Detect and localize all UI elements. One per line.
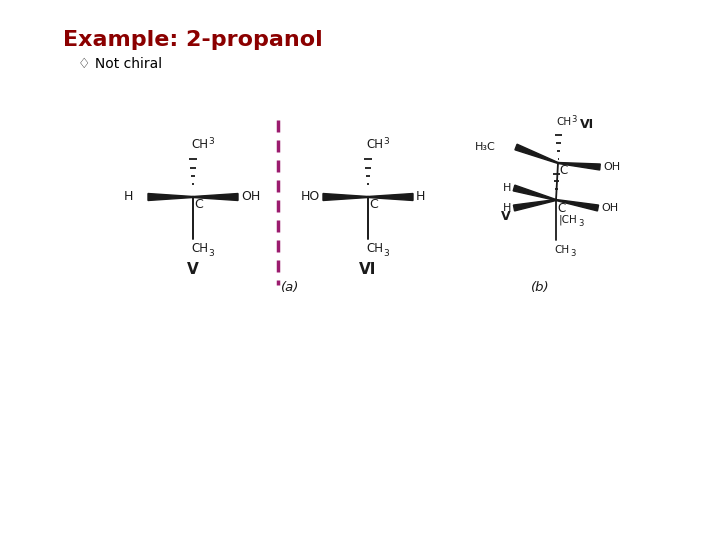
Text: Example: 2-propanol: Example: 2-propanol — [63, 30, 323, 50]
Text: 3: 3 — [208, 248, 214, 258]
Text: 3: 3 — [570, 249, 575, 259]
Polygon shape — [558, 163, 600, 170]
Polygon shape — [148, 193, 193, 200]
Text: V: V — [187, 261, 199, 276]
Text: CH: CH — [191, 138, 208, 152]
Polygon shape — [515, 144, 558, 164]
Text: H: H — [416, 191, 426, 204]
Text: CH: CH — [191, 242, 208, 255]
Text: OH: OH — [241, 191, 260, 204]
Text: HO: HO — [301, 191, 320, 204]
Text: |CH: |CH — [559, 215, 577, 225]
Polygon shape — [513, 185, 556, 200]
Text: OH: OH — [601, 203, 618, 213]
Text: CH: CH — [366, 138, 383, 152]
Text: CH: CH — [556, 117, 571, 127]
Text: ♢ Not chiral: ♢ Not chiral — [78, 57, 162, 71]
Text: 3: 3 — [383, 248, 389, 258]
Text: CH: CH — [554, 245, 569, 255]
Text: H: H — [503, 183, 511, 193]
Text: 3: 3 — [578, 219, 583, 228]
Text: H: H — [124, 191, 133, 204]
Text: (a): (a) — [282, 280, 300, 294]
Text: CH: CH — [366, 242, 383, 255]
Text: C: C — [194, 198, 203, 211]
Text: H: H — [503, 203, 511, 213]
Text: (b): (b) — [531, 280, 549, 294]
Polygon shape — [513, 199, 556, 211]
Text: 3: 3 — [571, 114, 577, 124]
Text: VI: VI — [359, 261, 377, 276]
Text: C: C — [369, 198, 378, 211]
Text: V: V — [501, 210, 510, 222]
Text: VI: VI — [580, 118, 594, 132]
Polygon shape — [556, 199, 598, 211]
Polygon shape — [193, 193, 238, 200]
Text: H₃C: H₃C — [475, 142, 496, 152]
Text: 3: 3 — [383, 137, 389, 145]
Text: C: C — [557, 201, 565, 214]
Polygon shape — [323, 193, 368, 200]
Text: 3: 3 — [208, 137, 214, 145]
Text: C: C — [559, 164, 567, 177]
Polygon shape — [368, 193, 413, 200]
Text: OH: OH — [603, 162, 620, 172]
